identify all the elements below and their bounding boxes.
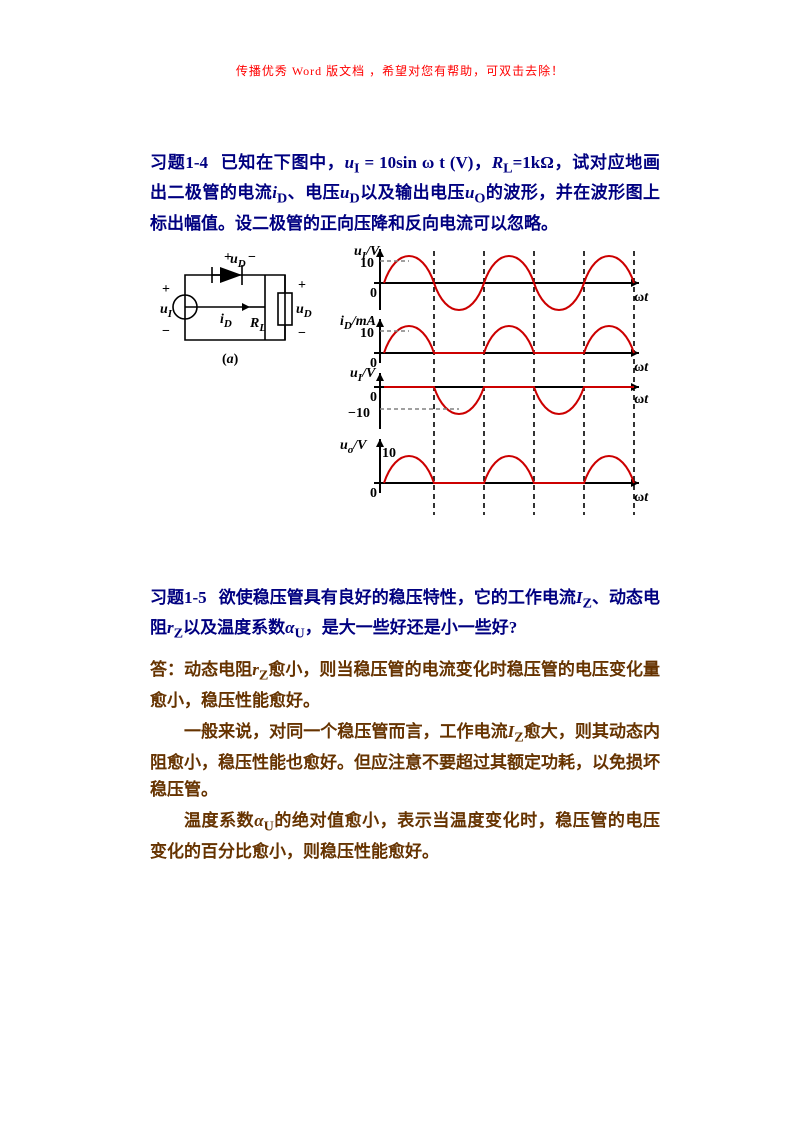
t: 以及输出电压: [360, 183, 465, 202]
problem-1-4-label: 习题1-4: [150, 153, 208, 172]
svg-text:ωt: ωt: [634, 392, 649, 407]
v: R: [492, 153, 503, 172]
svg-text:ωt: ωt: [634, 360, 649, 375]
s: L: [503, 160, 512, 176]
svg-text:−10: −10: [348, 406, 370, 421]
svg-text:10: 10: [382, 446, 396, 461]
svg-text:ωt: ωt: [634, 490, 649, 505]
t: 欲使稳压管具有良好的稳压特性，它的工作电流: [219, 588, 576, 607]
svg-text:uI/V: uI/V: [350, 366, 377, 384]
figure-row: + uD − + uI − iD RL + uD − (a): [150, 245, 660, 525]
s: U: [264, 819, 274, 835]
svg-text:−: −: [162, 324, 170, 339]
t: = 10sin ω t (V)，: [360, 153, 492, 172]
v: r: [252, 660, 259, 679]
svg-text:10: 10: [360, 326, 374, 341]
problem-1-4: 习题1-4已知在下图中，uI = 10sin ω t (V)，RL=1kΩ，试对…: [150, 150, 660, 525]
svg-text:−: −: [248, 250, 256, 265]
s: Z: [583, 595, 592, 611]
v: r: [167, 618, 174, 637]
svg-text:+: +: [162, 282, 170, 297]
page-content: 习题1-4已知在下图中，uI = 10sin ω t (V)，RL=1kΩ，试对…: [150, 150, 660, 902]
svg-text:10: 10: [360, 256, 374, 271]
svg-text:uo/V: uo/V: [340, 438, 368, 456]
v: α: [254, 811, 263, 830]
t: 温度系数: [184, 811, 254, 830]
t: 一般来说，对同一个稳压管而言，工作电流: [184, 722, 508, 741]
problem-1-5-label: 习题1-5: [150, 588, 207, 607]
t: 答：动态电阻: [150, 660, 252, 679]
svg-text:uD: uD: [230, 252, 246, 270]
svg-text:0: 0: [370, 390, 377, 405]
circuit-diagram: + uD − + uI − iD RL + uD − (a): [150, 245, 320, 395]
problem-1-5-text: 习题1-5欲使稳压管具有良好的稳压特性，它的工作电流IZ、动态电阻rZ以及温度系…: [150, 585, 660, 646]
s: Z: [174, 626, 183, 642]
svg-text:iD: iD: [220, 312, 232, 330]
s: D: [350, 191, 360, 207]
svg-text:uI: uI: [160, 302, 173, 320]
svg-text:RL: RL: [249, 316, 266, 334]
header-note: 传播优秀 Word 版文档 ，希望对您有帮助，可双击去除！: [0, 62, 800, 79]
s: U: [294, 626, 304, 642]
svg-text:uD: uD: [296, 302, 312, 320]
v: u: [340, 183, 349, 202]
v: u: [345, 153, 354, 172]
problem-1-4-text: 习题1-4已知在下图中，uI = 10sin ω t (V)，RL=1kΩ，试对…: [150, 150, 660, 237]
v: I: [576, 588, 583, 607]
svg-text:(a): (a): [222, 352, 239, 367]
problem-1-5: 习题1-5欲使稳压管具有良好的稳压特性，它的工作电流IZ、动态电阻rZ以及温度系…: [150, 585, 660, 866]
waveform-charts: uI/V 10 0 ωt iD/mA 10: [334, 245, 654, 525]
svg-text:ωt: ωt: [634, 290, 649, 305]
svg-text:0: 0: [370, 486, 377, 501]
t: 已知在下图中，: [220, 153, 345, 172]
s: O: [474, 191, 485, 207]
s: D: [277, 191, 287, 207]
t: 、电压: [287, 183, 340, 202]
v: u: [465, 183, 474, 202]
t: ，是大一些好还是小一些好?: [305, 618, 518, 637]
svg-text:+: +: [298, 278, 306, 293]
s: Z: [514, 729, 523, 745]
svg-text:0: 0: [370, 286, 377, 301]
answer-1-5: 答：动态电阻rZ愈小，则当稳压管的电流变化时稳压管的电压变化量愈小，稳压性能愈好…: [150, 656, 660, 866]
svg-text:−: −: [298, 326, 306, 341]
t: 以及温度系数: [183, 618, 285, 637]
s: Z: [259, 667, 268, 683]
